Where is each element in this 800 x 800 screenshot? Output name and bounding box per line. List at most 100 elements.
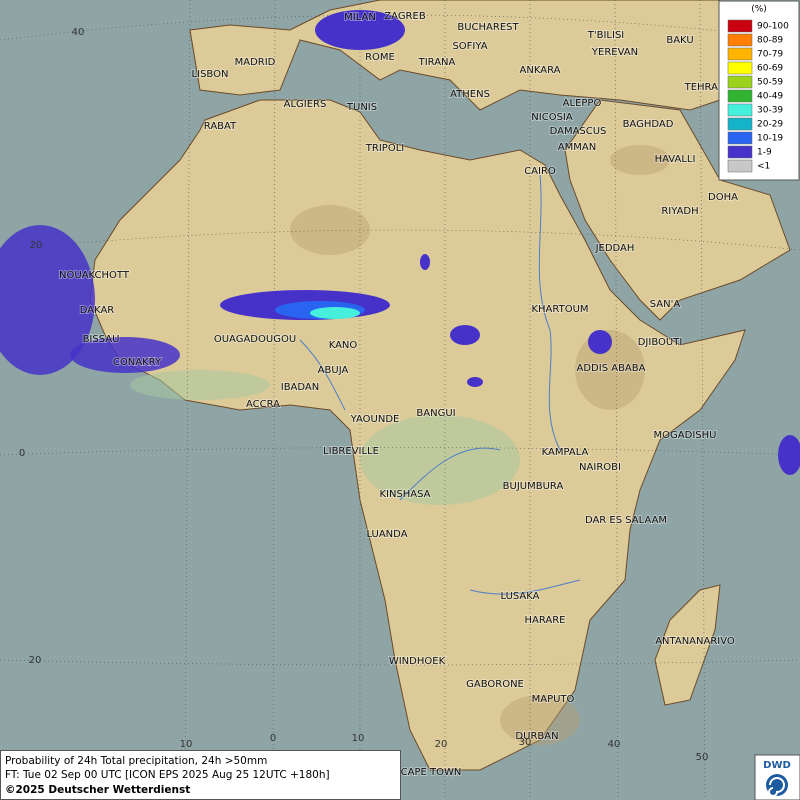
city-label: MILAN	[344, 12, 376, 23]
legend-label: 60-69	[757, 64, 783, 74]
legend-swatch	[727, 117, 753, 131]
city-label: RABAT	[204, 121, 237, 132]
legend-label: 20-29	[757, 120, 783, 130]
city-label: TRIPOLI	[365, 143, 404, 154]
city-label: LISBON	[192, 69, 229, 80]
legend-swatch	[727, 145, 753, 159]
city-label: JEDDAH	[595, 243, 635, 254]
city-label: OUAGADOUGOU	[214, 334, 296, 345]
city-label: TEHRAN	[684, 82, 726, 93]
logo: DWD	[754, 754, 800, 800]
lon-label: 20	[435, 739, 448, 750]
lat-label: 0	[19, 448, 25, 459]
city-label: ALGIERS	[284, 99, 327, 110]
city-label: ANTANANARIVO	[655, 636, 735, 647]
city-label: YEREVAN	[591, 47, 638, 58]
legend-swatch	[727, 75, 753, 89]
city-label: RIYADH	[661, 206, 698, 217]
logo-swirl	[768, 777, 785, 797]
legend-swatch	[727, 47, 753, 61]
city-label: MADRID	[235, 57, 276, 68]
legend-label: 70-79	[757, 50, 783, 60]
city-label: LUANDA	[366, 529, 407, 540]
lon-label: 10	[180, 739, 193, 750]
city-label: AMMAN	[558, 142, 596, 153]
caption-box	[0, 750, 401, 800]
city-label: BAKU	[666, 35, 693, 46]
city-label: YAOUNDE	[350, 414, 400, 425]
city-label: BUCHAREST	[457, 22, 519, 33]
city-label: DAR ES SALAAM	[585, 515, 667, 526]
city-label: DAMASCUS	[550, 126, 607, 137]
legend-label: 80-89	[757, 36, 783, 46]
legend-label: <1	[757, 162, 770, 172]
city-label: BAGHDAD	[623, 119, 674, 130]
caption-line: FT: Tue 02 Sep 00 UTC [ICON EPS 2025 Aug…	[5, 769, 330, 781]
legend-label: 10-19	[757, 134, 783, 144]
lat-label: 20	[30, 240, 43, 251]
caption-line: ©2025 Deutscher Wetterdienst	[5, 784, 190, 796]
city-label: LUSAKA	[501, 591, 540, 602]
city-label: SAN'A	[650, 299, 681, 310]
city-label: BANGUI	[416, 408, 455, 419]
madagascar	[654, 584, 721, 706]
precipitation	[0, 10, 800, 475]
city-label: IBADAN	[281, 382, 320, 393]
city-label: CAIRO	[524, 166, 556, 177]
city-label: KINSHASA	[379, 489, 430, 500]
lon-label: 40	[608, 739, 621, 750]
city-label: ALEPPO	[563, 98, 602, 109]
legend-label: 40-49	[757, 92, 783, 102]
city-label: ADDIS ABABA	[577, 363, 646, 374]
city-label: CAPE TOWN	[401, 767, 462, 778]
lon-label: 30	[519, 737, 532, 748]
city-label: NAIROBI	[579, 462, 621, 473]
city-label: NOUAKCHOTT	[59, 270, 130, 281]
legend-swatch	[727, 19, 753, 33]
lon-label: 10	[352, 733, 365, 744]
legend-swatch	[727, 33, 753, 47]
city-label: LIBREVILLE	[323, 446, 379, 457]
caption-line: Probability of 24h Total precipitation, …	[5, 755, 267, 767]
legend-swatch	[727, 89, 753, 103]
city-label: DOHA	[708, 192, 738, 203]
city-label: BUJUMBURA	[503, 481, 564, 492]
city-label: NICOSIA	[531, 112, 573, 123]
city-label: T'BILISI	[587, 30, 624, 41]
city-label: KHARTOUM	[531, 304, 588, 315]
legend-label: 30-39	[757, 106, 783, 116]
lon-label: 0	[270, 733, 276, 744]
city-label: ROME	[365, 52, 395, 63]
city-label: ATHENS	[450, 89, 490, 100]
logo-text: DWD	[763, 760, 791, 771]
legend: (%) 90-100 80-89 70-79 60-69 50-59 40-49 30-39…	[718, 0, 800, 181]
legend-label: 1-9	[757, 148, 772, 158]
city-label: GABORONE	[466, 679, 524, 690]
city-labels: MILAN ZAGREB BUCHAREST SOFIYA ROME TIRANA ANKA…	[58, 10, 739, 779]
city-label: ACCRA	[246, 399, 280, 410]
city-label: KAMPALA	[542, 447, 589, 458]
legend-swatch	[727, 159, 753, 173]
city-label: TIRANA	[418, 57, 456, 68]
city-label: DJIBOUTI	[638, 337, 683, 348]
relief	[290, 145, 670, 745]
lat-label: 20	[29, 655, 42, 666]
arabia	[564, 99, 791, 321]
legend-label: 50-59	[757, 78, 783, 88]
city-label: DURBAN	[515, 731, 558, 742]
legend-swatch	[727, 131, 753, 145]
legend-title: (%)	[751, 5, 767, 15]
city-label: ZAGREB	[384, 11, 426, 22]
city-label: CONAKRY	[113, 357, 162, 368]
city-label: MOGADISHU	[654, 430, 717, 441]
city-label: ANKARA	[520, 65, 561, 76]
city-label: HAVALLI	[655, 154, 696, 165]
lon-label: 50	[696, 752, 709, 763]
city-label: SOFIYA	[452, 41, 487, 52]
city-label: ABUJA	[318, 365, 349, 376]
legend-swatch	[727, 103, 753, 117]
lat-label: 40	[72, 27, 85, 38]
